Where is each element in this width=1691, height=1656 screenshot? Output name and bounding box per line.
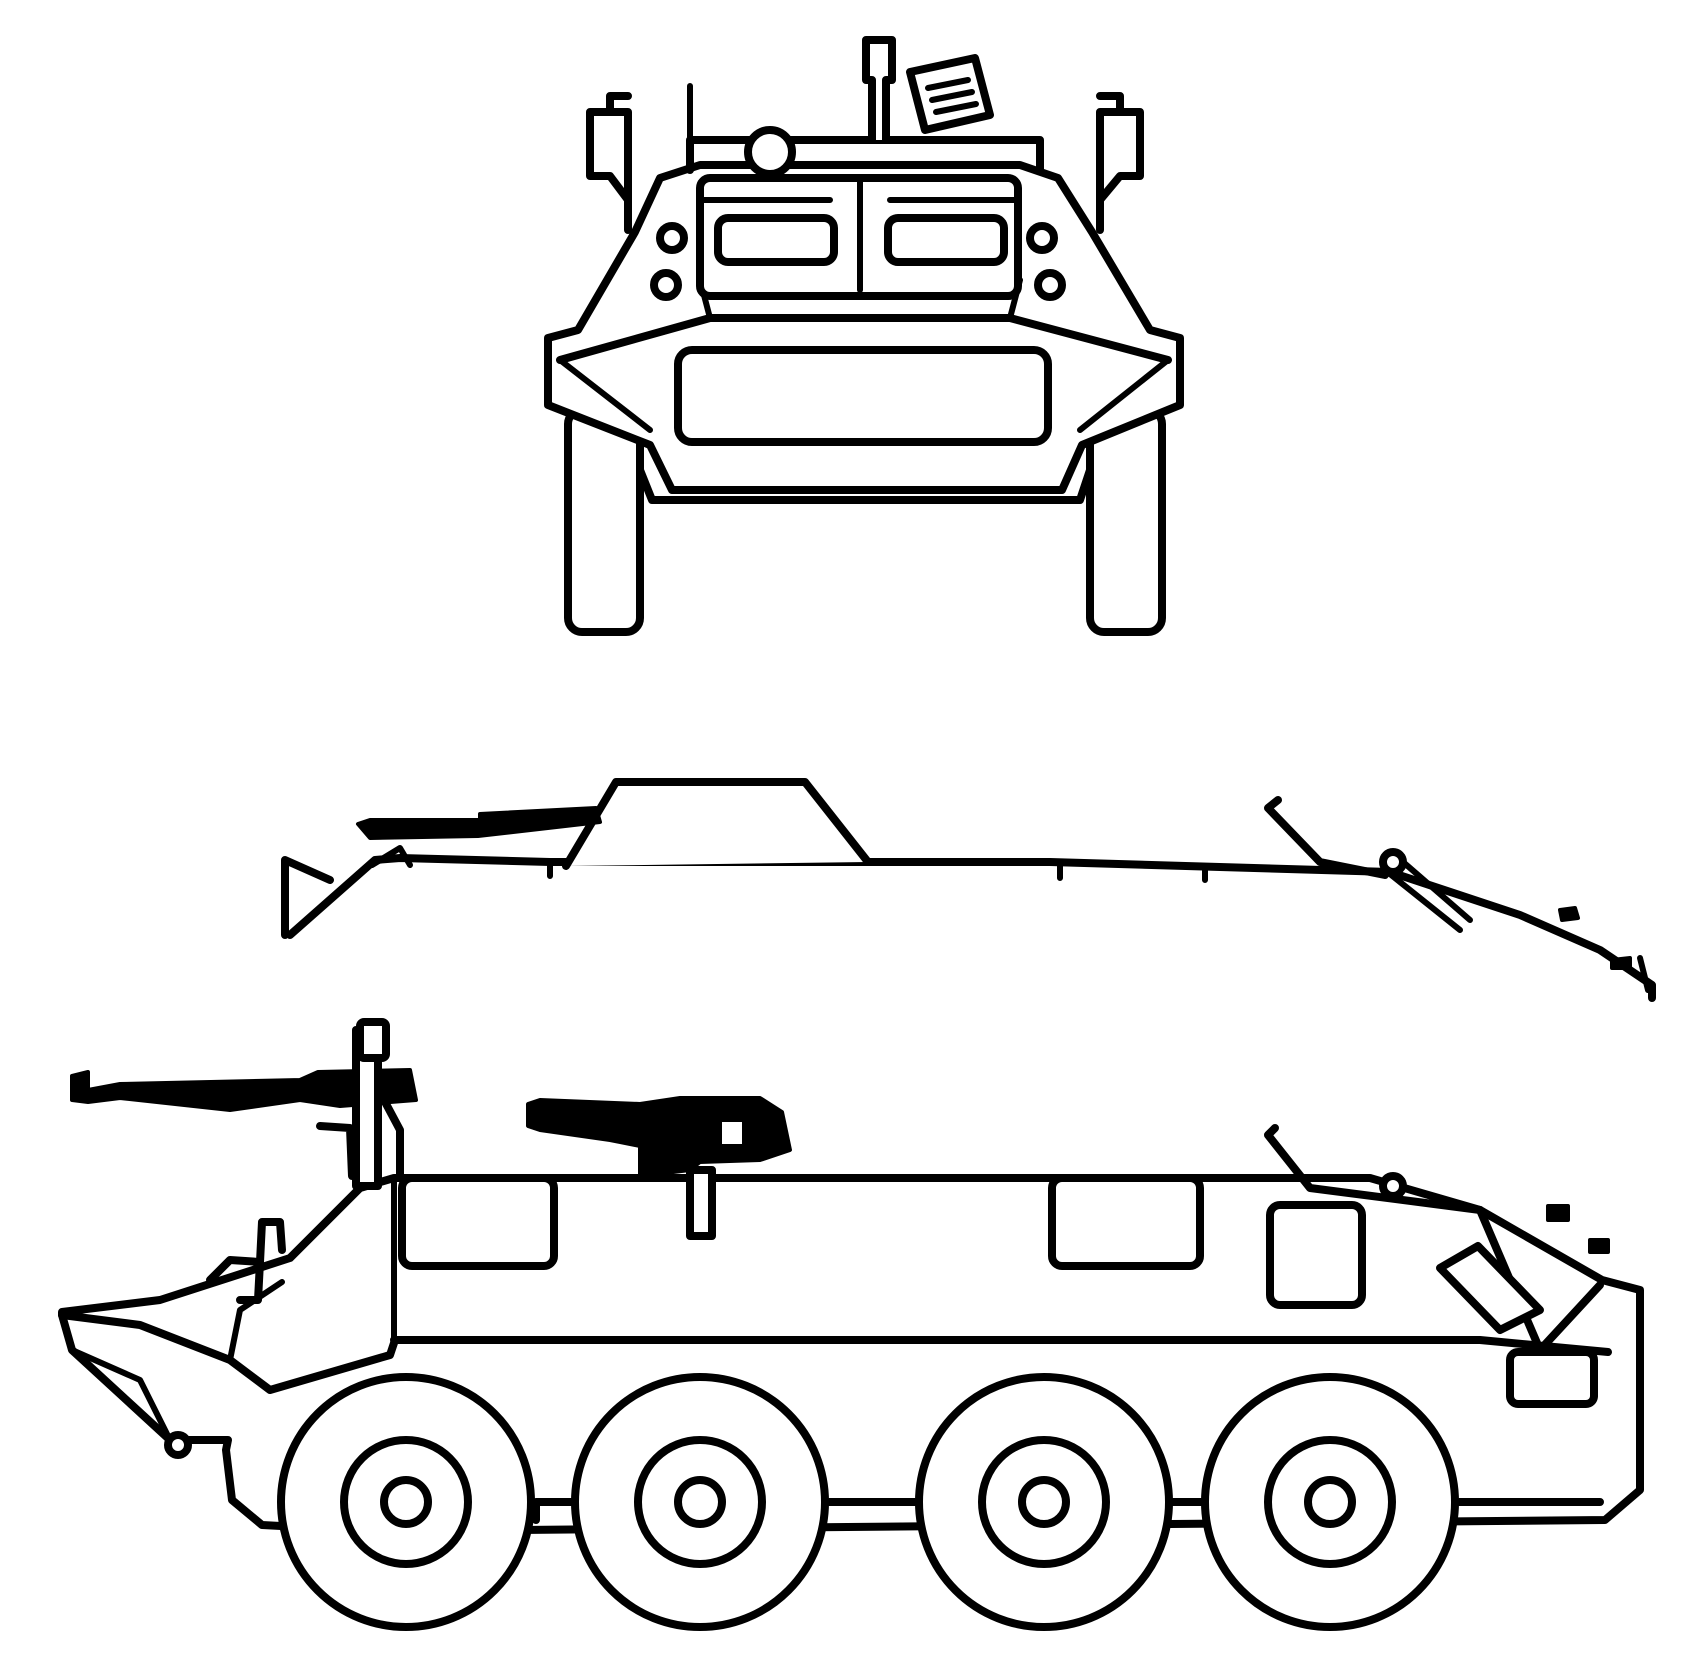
front-gun-mount <box>862 36 896 144</box>
front-lower-plate <box>674 346 1052 446</box>
side-rear-light <box>1436 1242 1544 1334</box>
side-road-wheel-2 <box>571 1373 829 1631</box>
side-bow-lines <box>69 1175 397 1443</box>
side-hatch-2 <box>1048 1174 1204 1270</box>
side-road-wheel-3 <box>915 1373 1173 1631</box>
side-bow-light <box>164 1431 192 1459</box>
side-ramp-hinge <box>1379 1172 1407 1200</box>
side-rear-detail <box>1546 1204 1610 1254</box>
front-gun-shield-lines <box>925 77 979 115</box>
side-view <box>58 1018 1644 1631</box>
front-glacis-lines <box>557 277 1171 433</box>
front-vision-block-right <box>884 214 1008 266</box>
top-bow <box>281 856 334 939</box>
front-vision-block-left <box>714 214 838 266</box>
side-rear-block <box>1506 1348 1598 1408</box>
front-mirror-right <box>1096 92 1144 234</box>
front-headlight-left-lower <box>650 269 682 301</box>
side-rear-door <box>1266 1201 1366 1309</box>
side-road-wheel-4 <box>1201 1373 1459 1631</box>
top-rear-flap <box>1264 796 1389 879</box>
top-rear-post <box>1637 955 1651 993</box>
top-seams <box>547 859 1208 883</box>
front-mirror-left <box>586 92 632 234</box>
front-left-wheel <box>564 406 644 636</box>
top-gun-mount <box>369 845 413 868</box>
top-rear-strut <box>1382 852 1473 933</box>
front-headlight-left-upper <box>656 222 688 254</box>
front-right-wheel <box>1086 406 1166 636</box>
side-gun-cradle <box>316 1096 404 1182</box>
top-machine-gun <box>356 806 602 840</box>
front-headlight-right-upper <box>1026 222 1058 254</box>
side-hatch-1 <box>398 1174 558 1270</box>
side-bow-plate <box>58 1311 399 1394</box>
front-lower-hull <box>636 466 1094 504</box>
side-heavy-machine-gun <box>70 1068 418 1112</box>
side-rear-gun-sight <box>714 1114 750 1152</box>
top-cupola <box>562 778 872 870</box>
side-gun-sight <box>356 1018 390 1062</box>
front-view <box>544 36 1184 636</box>
side-front-post <box>256 1218 286 1266</box>
side-rear-gun-post <box>686 1166 716 1240</box>
top-rear-detail <box>1558 906 1632 970</box>
front-box-lines <box>697 175 1021 293</box>
front-headlight-right-lower <box>1034 269 1066 301</box>
side-rear-machine-gun <box>526 1096 792 1178</box>
front-periscope-dome <box>744 126 796 178</box>
top-view <box>281 778 1656 1002</box>
side-road-wheel-1 <box>277 1373 535 1631</box>
top-hull-outline <box>286 854 1656 1002</box>
top-rear-hinge <box>1379 848 1407 876</box>
front-glacis <box>556 314 1172 364</box>
front-roof <box>686 136 1044 174</box>
